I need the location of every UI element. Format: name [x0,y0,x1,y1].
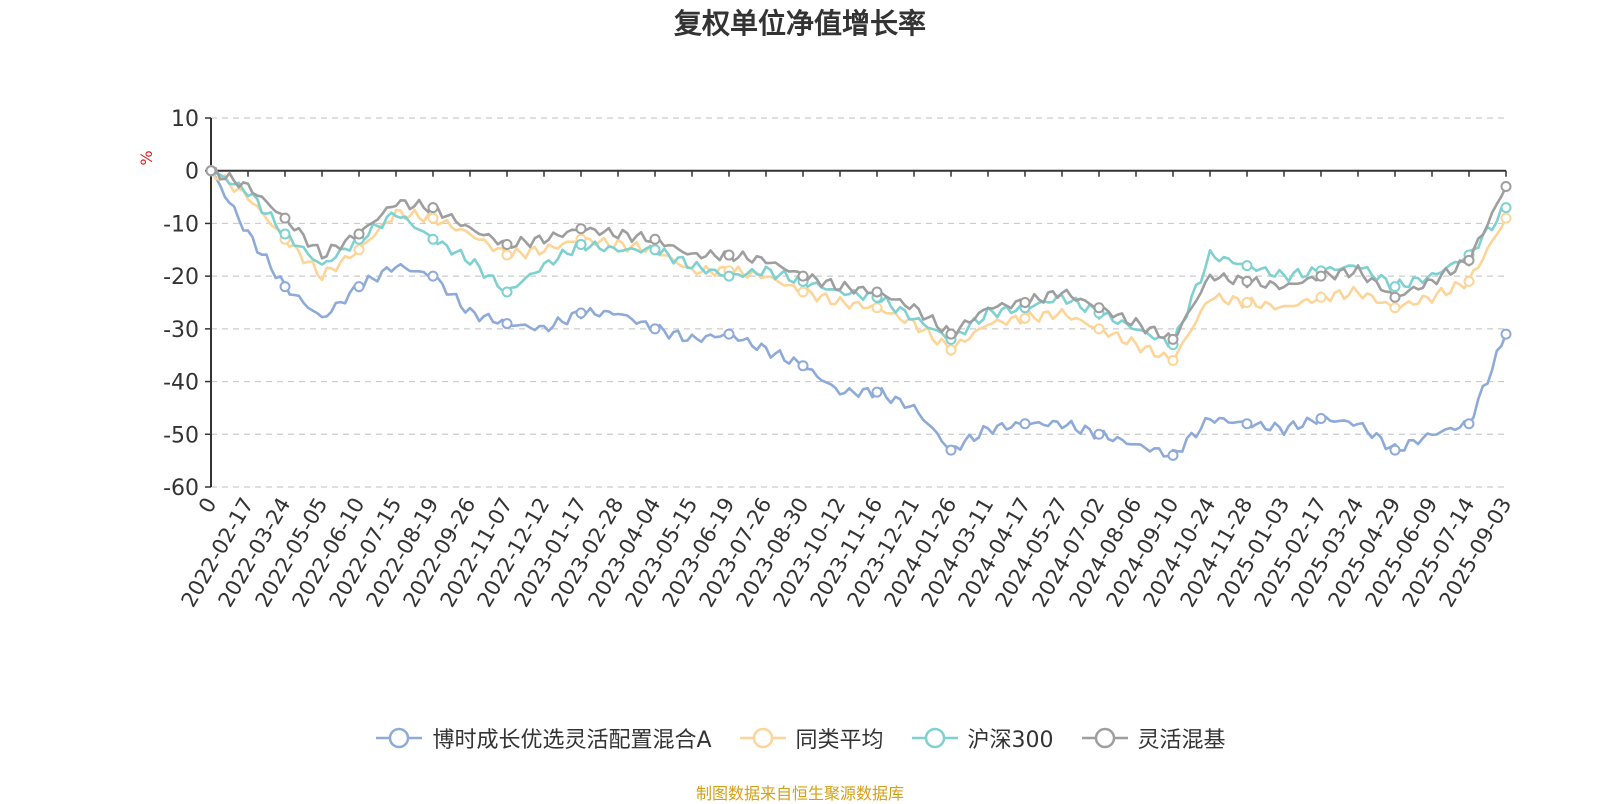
series-point [797,286,809,298]
series-point [279,281,291,293]
legend: 博时成长优选灵活配置混合A 同类平均 沪深300 灵活混基 [0,722,1600,754]
series-point [575,239,587,251]
series-point [1241,275,1253,287]
series-point [1241,297,1253,308]
x-tick-label: 0 [194,494,221,518]
series-point [501,318,513,330]
series-point [1389,281,1401,293]
series-point [1463,254,1475,266]
legend-label: 沪深300 [967,728,1054,753]
series-point [797,360,809,372]
series-point [1315,412,1327,424]
axes [205,117,1507,488]
series-point [575,223,587,235]
series-point [575,307,587,319]
series-point [649,323,661,335]
series-point [427,270,439,282]
series-point [1167,333,1179,345]
series-point [1019,312,1031,324]
legend-item[interactable]: 同类平均 [738,722,884,754]
series-line [210,166,1508,341]
legend-marker-icon [739,727,786,749]
series-point [353,281,365,293]
y-axis-label: % [137,150,156,165]
series-point [1500,202,1512,214]
series-point [279,212,291,224]
series-point [1389,291,1401,303]
series-point [501,239,513,251]
series-point [427,233,439,245]
legend-marker-icon [911,727,958,749]
legend-marker-icon [376,727,423,749]
series-point [1093,323,1105,335]
series-point [501,249,513,261]
series-point [501,286,513,298]
y-tick-label: 10 [171,107,199,132]
series-point [945,328,957,340]
series-point [723,328,735,340]
series-point [1389,444,1401,456]
series-point [1241,418,1253,430]
legend-item[interactable]: 沪深300 [910,722,1054,754]
line-chart: 100-10-20-30-40-50-60%02022-02-172022-03… [137,107,1516,611]
series-point [1167,449,1179,461]
series-point [427,212,439,224]
series-line [209,170,1508,365]
series-point [353,228,365,240]
y-tick-label: -30 [163,318,199,343]
series-point [649,244,661,256]
series-lines [205,165,1512,461]
series-point [649,233,661,245]
series-point [1389,302,1401,314]
series-point [1500,328,1512,340]
y-tick-label: -50 [163,423,199,448]
legend-item[interactable]: 博时成长优选灵活配置混合A [374,722,712,754]
y-tick-label: -10 [163,212,199,237]
legend-label: 灵活混基 [1137,728,1226,753]
series-point [945,444,957,456]
series-point [1463,275,1475,287]
series-point [1241,260,1253,272]
series-point [723,270,735,282]
source-note: 制图数据来自恒生聚源数据库 [695,784,904,803]
series-point [353,244,365,256]
series-point [723,249,735,261]
y-tick-label: -40 [163,371,199,396]
series-point [797,270,809,282]
axis-labels: 100-10-20-30-40-50-60%02022-02-172022-03… [137,107,1516,611]
series-point [1019,418,1031,430]
series-point [1463,418,1475,430]
series-point [1167,354,1179,366]
series-point [1315,291,1327,303]
legend-item[interactable]: 灵活混基 [1080,722,1226,754]
series-point [279,228,291,240]
series-point [1315,270,1327,282]
series-point [1019,297,1031,308]
series-line [210,169,1507,348]
series-point [1093,428,1105,440]
y-tick-label: -20 [163,265,199,290]
series-line [209,169,1508,458]
series-point [1500,181,1512,193]
series-point [1093,302,1105,314]
legend-label: 同类平均 [795,728,884,753]
series-point [945,344,957,356]
series-point [871,286,883,298]
series-point [427,202,439,214]
series-point [871,386,883,398]
series-point [1500,212,1512,224]
legend-label: 博时成长优选灵活配置混合A [432,728,712,753]
series-point [205,165,217,177]
series-point [871,302,883,314]
legend-marker-icon [1081,727,1128,749]
y-tick-label: -60 [163,476,199,501]
chart-title: 复权单位净值增长率 [673,7,926,40]
y-tick-label: 0 [185,160,199,185]
